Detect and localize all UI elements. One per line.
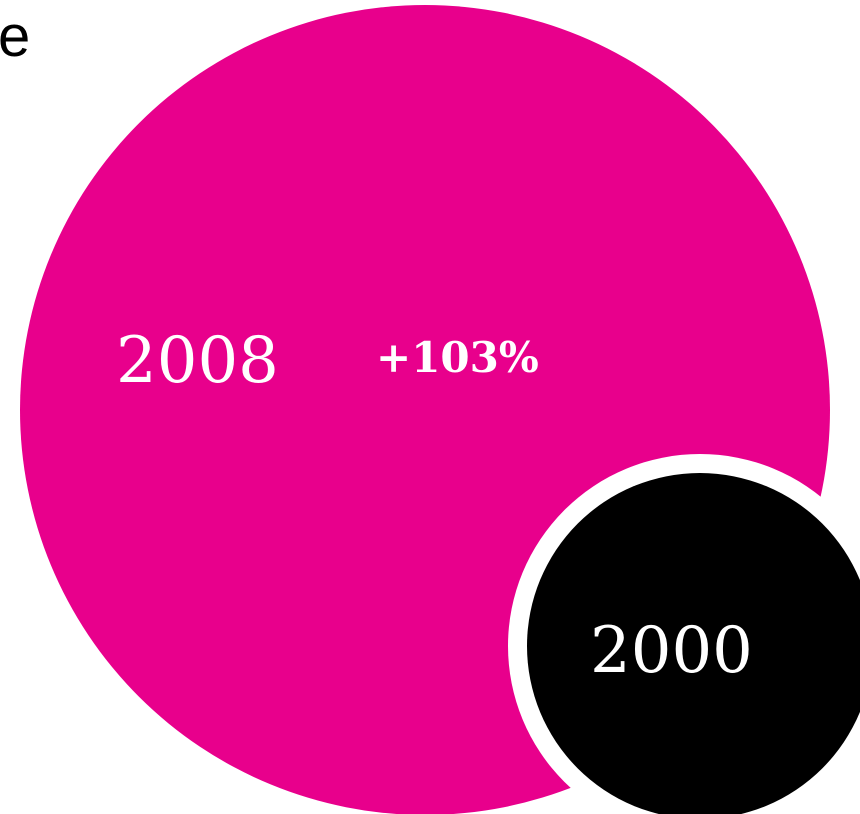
cropped-heading-text: e xyxy=(0,4,30,69)
bubble-2008-year-label: 2008 xyxy=(116,324,279,398)
bubble-2000 xyxy=(527,473,860,814)
bubble-2000-year-label: 2000 xyxy=(590,614,753,688)
bubble-2008-change-label: +103% xyxy=(376,333,539,382)
